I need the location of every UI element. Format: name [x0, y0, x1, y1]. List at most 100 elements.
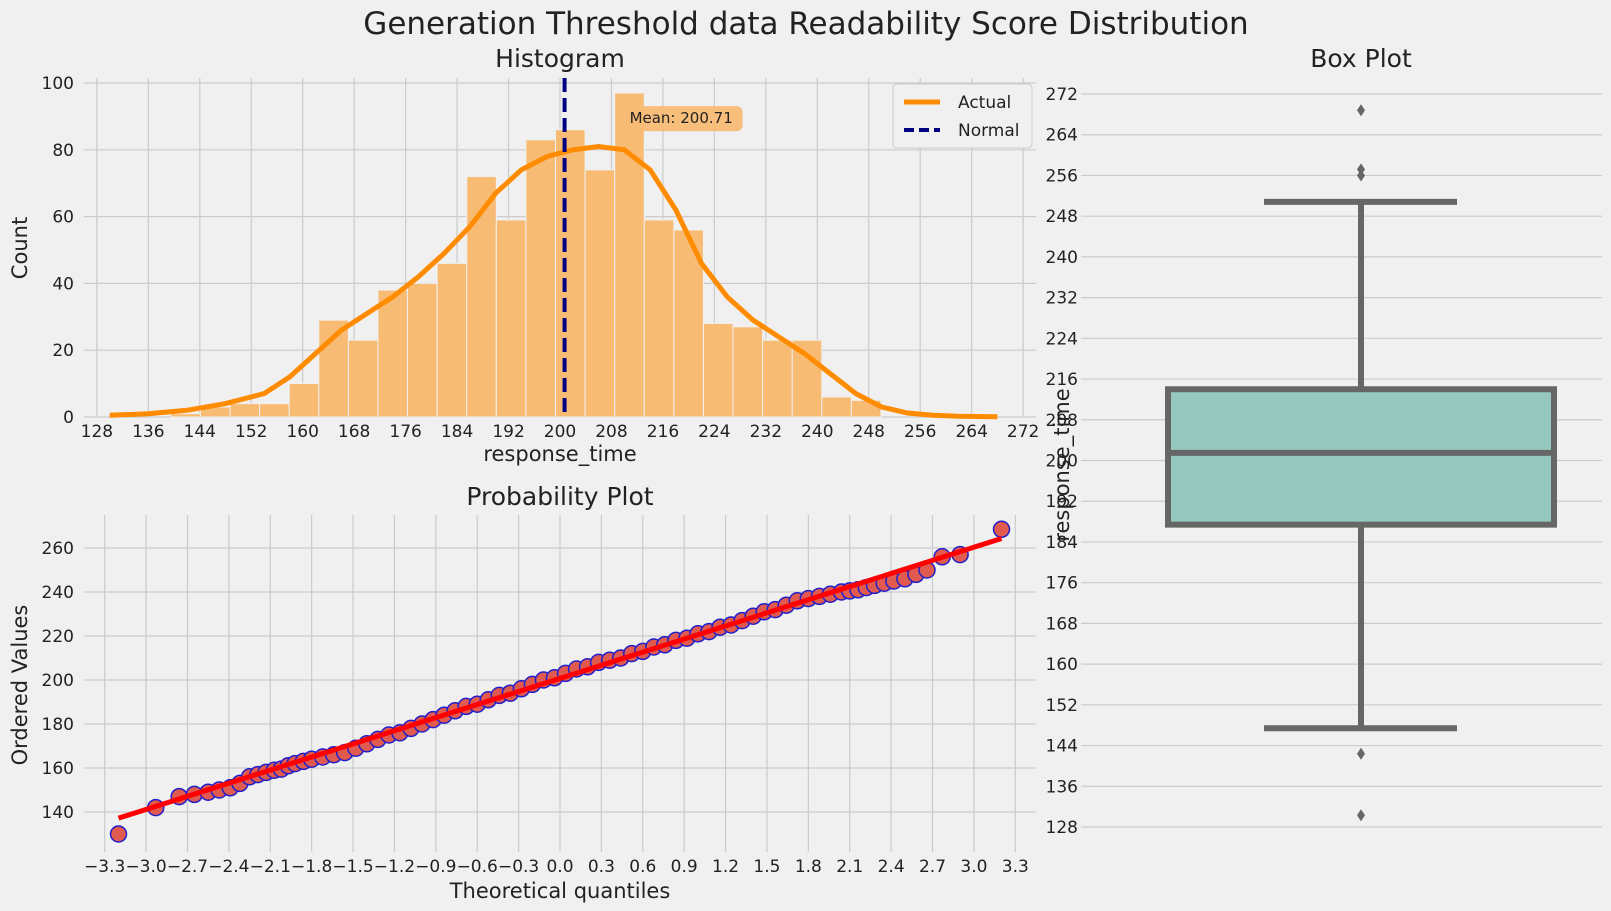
histogram-x-tick-label: 184 [441, 422, 473, 442]
box-plot-y-tick-label: 152 [1046, 696, 1078, 716]
histogram-x-tick-label: 144 [184, 422, 216, 442]
histogram-bar [791, 339, 823, 418]
histogram-x-tick-label: 264 [955, 422, 987, 442]
box-plot-y-tick-label: 208 [1046, 411, 1078, 431]
histogram-x-tick-label: 224 [698, 422, 730, 442]
histogram-bar [259, 403, 290, 418]
histogram-x-tick-label: 232 [750, 422, 782, 442]
probability-plot-x-tick-label: 2.4 [878, 857, 905, 877]
histogram-y-tick-label: 60 [52, 208, 74, 228]
box-plot-y-tick-label: 200 [1046, 452, 1078, 472]
probability-plot-y-tick-label: 240 [42, 583, 74, 603]
probability-plot-x-ticks: −3.3 −3.0 −2.7 −2.4 −2.1 −1.8 −1.5 −1.2 −0.9 −0.6… [84, 857, 1029, 877]
histogram-x-tick-label: 216 [647, 422, 679, 442]
probability-plot-y-tick-label: 260 [42, 539, 74, 559]
histogram-y-tick-label: 40 [52, 274, 74, 294]
histogram-x-tick-label: 128 [81, 422, 113, 442]
histogram-x-tick-label: 136 [132, 422, 164, 442]
histogram-x-tick-label: 248 [853, 422, 885, 442]
histogram-bar [170, 413, 201, 418]
box-plot-y-ticks: 128 136 144 152 160 168 176 184 192 200 208 216 224 2… [1046, 85, 1078, 838]
probability-plot-x-tick-label: −2.4 [208, 857, 249, 877]
histogram-x-tick-label: 176 [389, 422, 421, 442]
probability-plot-x-tick-label: 0.0 [546, 857, 573, 877]
box-plot-y-tick-label: 224 [1046, 329, 1078, 349]
probability-plot-x-tick-label: 2.7 [919, 857, 946, 877]
histogram-bar [436, 262, 468, 418]
probability-plot-x-tick-label: −0.9 [415, 857, 456, 877]
histogram-bar [614, 92, 645, 418]
histogram-bar [466, 176, 497, 418]
legend-actual-label: Actual [958, 93, 1011, 113]
box-plot-title: Box Plot [1310, 44, 1412, 73]
histogram-y-tick-label: 20 [52, 341, 74, 361]
probability-plot-point [992, 520, 1011, 539]
histogram-x-tick-label: 256 [904, 422, 936, 442]
probability-plot-y-tick-label: 140 [42, 803, 74, 823]
histogram-y-tick-label: 100 [42, 74, 74, 94]
box-plot-y-tick-label: 248 [1046, 207, 1078, 227]
histogram-bar [347, 339, 379, 418]
probability-plot-x-tick-label: 0.6 [629, 857, 656, 877]
probability-plot-y-tick-label: 220 [42, 627, 74, 647]
histogram-bar [288, 383, 320, 418]
box-plot-y-tick-label: 232 [1046, 289, 1078, 309]
histogram-bar [732, 326, 764, 418]
histogram-bar [702, 322, 734, 418]
box-plot-y-tick-label: 272 [1046, 85, 1078, 105]
histogram-bar [229, 403, 261, 418]
histogram-x-tick-label: 160 [286, 422, 318, 442]
box-plot-y-tick-label: 264 [1046, 126, 1078, 146]
probability-plot-x-tick-label: −0.6 [457, 857, 498, 877]
box-plot-y-tick-label: 128 [1046, 818, 1078, 838]
box-plot-y-tick-label: 240 [1046, 248, 1078, 268]
probability-plot-x-tick-label: 3.0 [960, 857, 987, 877]
probability-plot-x-tick-label: 1.2 [712, 857, 739, 877]
histogram-x-tick-label: 152 [235, 422, 267, 442]
histogram-x-tick-label: 272 [1007, 422, 1039, 442]
probability-plot-x-tick-label: 3.3 [1002, 857, 1029, 877]
probability-plot-x-tick-label: 2.1 [836, 857, 863, 877]
box-outlier [1357, 809, 1365, 822]
box-plot-y-tick-label: 256 [1046, 166, 1078, 186]
box-plot-y-tick-label: 184 [1046, 533, 1078, 553]
histogram-bar [584, 169, 616, 418]
histogram-x-ticks: 128 136 144 152 160 168 176 184 192 200 208 216 224 2… [81, 422, 1040, 442]
legend-normal-label: Normal [958, 121, 1020, 141]
histogram-panel: Mean: 200.71 128 136 144 152 160 168 176 184 192… [8, 44, 1039, 467]
box-plot-y-tick-label: 168 [1046, 614, 1078, 634]
box-plot-y-label: response_time [1050, 388, 1075, 541]
probability-plot-y-ticks: 140 160 180 200 220 240 260 [42, 539, 74, 823]
histogram-legend: Actual Normal [892, 83, 1033, 149]
probability-plot-x-tick-label: 0.3 [588, 857, 615, 877]
probability-plot-point [109, 825, 128, 843]
probability-plot-x-tick-label: −1.2 [374, 857, 415, 877]
box-plot-y-tick-label: 160 [1046, 655, 1078, 675]
histogram-x-tick-label: 200 [544, 422, 576, 442]
histogram-bar [821, 396, 852, 418]
box-plot-y-tick-label: 176 [1046, 574, 1078, 594]
probability-plot-x-tick-label: −3.0 [125, 857, 166, 877]
histogram-x-tick-label: 192 [492, 422, 524, 442]
histogram-y-tick-label: 0 [63, 408, 74, 428]
histogram-y-tick-label: 80 [52, 141, 74, 161]
probability-plot-x-tick-label: 1.5 [753, 857, 780, 877]
histogram-x-label: response_time [483, 442, 636, 467]
box-plot-y-tick-label: 144 [1046, 737, 1078, 757]
fit-line [117, 536, 1003, 821]
histogram-x-tick-label: 208 [595, 422, 627, 442]
probability-plot-grid [84, 515, 1036, 852]
box-plot-panel: 128 136 144 152 160 168 176 184 192 200 208 216 224 2… [1046, 44, 1602, 838]
histogram-y-ticks: 0 20 40 60 80 100 [42, 74, 74, 428]
probability-plot-y-label: Ordered Values [8, 605, 32, 766]
box-plot-y-tick-label: 216 [1046, 370, 1078, 390]
box-outlier [1357, 169, 1365, 182]
histogram-bar [643, 219, 675, 418]
probability-plot-panel: −3.3 −3.0 −2.7 −2.4 −2.1 −1.8 −1.5 −1.2 −0.9 −0.6… [8, 482, 1036, 903]
histogram-x-tick-label: 168 [338, 422, 370, 442]
histogram-title: Histogram [495, 44, 625, 73]
histogram-bar [554, 129, 586, 418]
probability-plot-y-tick-label: 200 [42, 671, 74, 691]
probability-plot-x-tick-label: −1.8 [291, 857, 332, 877]
